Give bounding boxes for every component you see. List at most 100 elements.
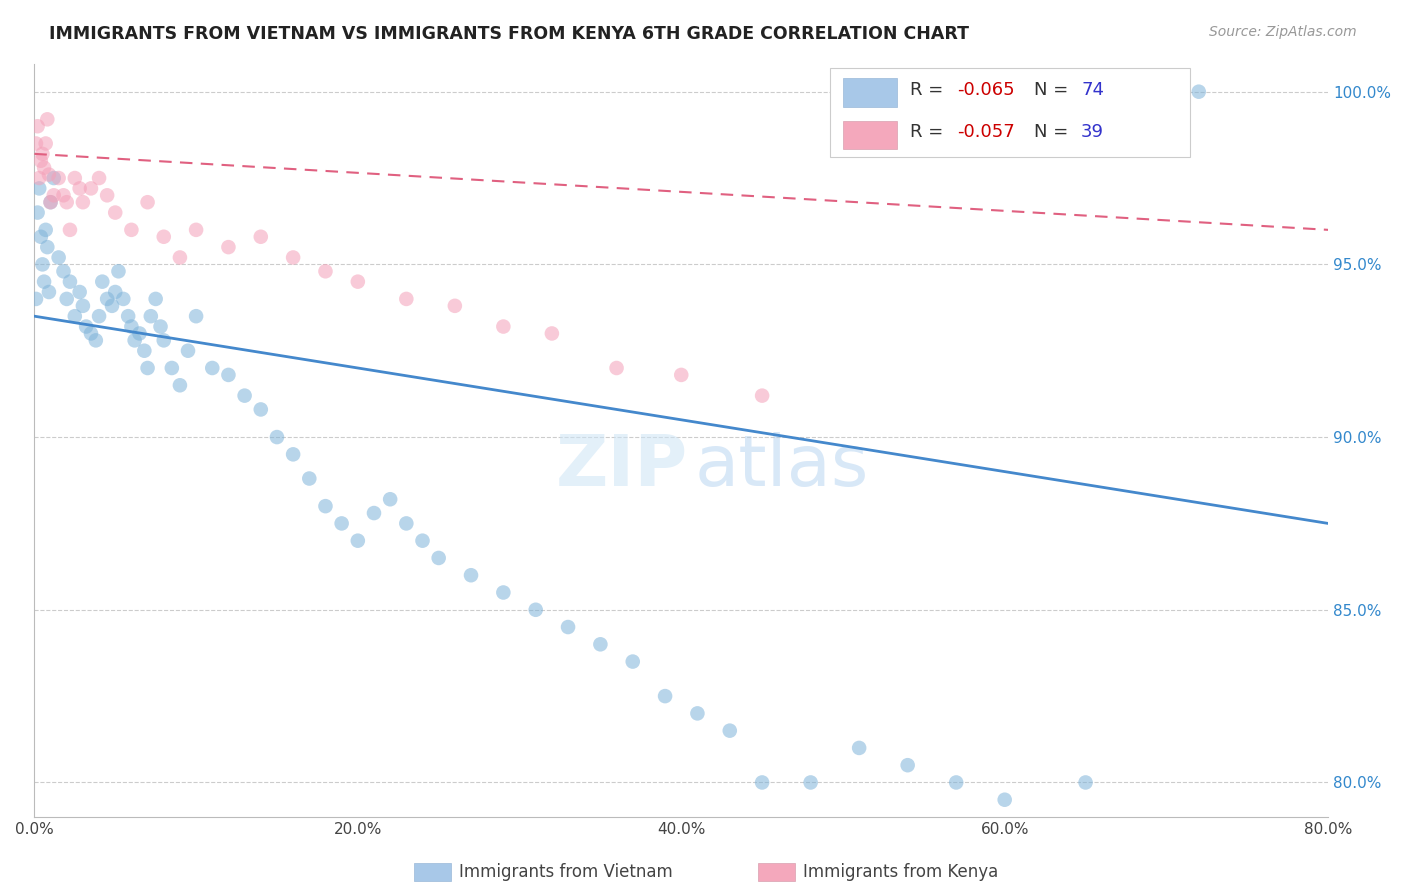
Text: Source: ZipAtlas.com: Source: ZipAtlas.com [1209, 25, 1357, 39]
Point [35, 223, 58, 237]
Point [38, 285, 60, 299]
Point [233, 389, 256, 403]
Point [25, 136, 48, 151]
Text: atlas: atlas [695, 433, 869, 501]
Text: R =: R = [910, 81, 949, 99]
Point [87, 309, 110, 323]
Point [31, 257, 53, 271]
Point [751, 775, 773, 789]
Point [42, 171, 65, 186]
Point [330, 516, 353, 531]
Point [72, 195, 94, 210]
Point [378, 492, 401, 507]
Point [72, 299, 94, 313]
Point [654, 689, 676, 703]
Point [128, 326, 150, 341]
Point [31, 146, 53, 161]
Point [848, 740, 870, 755]
Point [38, 168, 60, 182]
Point [87, 171, 110, 186]
Point [55, 195, 77, 210]
Point [671, 368, 693, 382]
Point [266, 430, 288, 444]
Point [395, 292, 418, 306]
Point [37, 240, 59, 254]
Point [28, 171, 51, 186]
Point [149, 319, 172, 334]
Point [112, 292, 135, 306]
Point [363, 506, 385, 520]
Point [52, 188, 75, 202]
Text: R =: R = [910, 123, 949, 141]
Point [945, 775, 967, 789]
Point [39, 195, 62, 210]
Point [80, 326, 103, 341]
Point [184, 223, 207, 237]
Point [145, 292, 167, 306]
Point [136, 361, 159, 376]
Point [139, 309, 162, 323]
Point [25, 292, 48, 306]
Point [27, 120, 49, 134]
Text: Immigrants from Vietnam: Immigrants from Vietnam [458, 863, 672, 881]
Text: N =: N = [1035, 123, 1074, 141]
Point [101, 299, 124, 313]
Point [69, 181, 91, 195]
Point [751, 389, 773, 403]
Point [427, 551, 450, 566]
Text: N =: N = [1035, 81, 1074, 99]
Point [63, 171, 86, 186]
Point [606, 361, 628, 376]
Point [152, 334, 174, 348]
Point [136, 195, 159, 210]
FancyBboxPatch shape [844, 120, 897, 149]
Point [184, 309, 207, 323]
Point [84, 334, 107, 348]
Point [107, 264, 129, 278]
Point [346, 533, 368, 548]
Point [412, 533, 434, 548]
Point [39, 195, 62, 210]
Point [492, 585, 515, 599]
Point [800, 775, 823, 789]
Text: Immigrants from Kenya: Immigrants from Kenya [803, 863, 998, 881]
Point [541, 326, 564, 341]
Point [91, 275, 114, 289]
Point [169, 378, 191, 392]
Point [59, 275, 82, 289]
Point [117, 309, 139, 323]
Point [1074, 775, 1097, 789]
Point [314, 499, 336, 513]
Point [217, 368, 239, 382]
Point [104, 205, 127, 219]
Point [96, 188, 118, 202]
FancyBboxPatch shape [830, 68, 1189, 157]
FancyBboxPatch shape [844, 78, 897, 107]
Point [395, 516, 418, 531]
Point [48, 171, 70, 186]
Point [75, 319, 97, 334]
Point [152, 229, 174, 244]
Point [37, 112, 59, 127]
Text: IMMIGRANTS FROM VIETNAM VS IMMIGRANTS FROM KENYA 6TH GRADE CORRELATION CHART: IMMIGRANTS FROM VIETNAM VS IMMIGRANTS FR… [49, 25, 969, 43]
Point [32, 275, 55, 289]
Point [80, 181, 103, 195]
Point [201, 361, 224, 376]
Text: 39: 39 [1081, 123, 1104, 141]
Point [281, 251, 304, 265]
Point [27, 205, 49, 219]
Point [460, 568, 482, 582]
Point [524, 603, 547, 617]
Point [314, 264, 336, 278]
Point [621, 655, 644, 669]
Point [298, 471, 321, 485]
Point [42, 188, 65, 202]
Point [96, 292, 118, 306]
Point [492, 319, 515, 334]
Point [104, 285, 127, 299]
Point [30, 153, 52, 168]
Point [32, 161, 55, 175]
Point [217, 240, 239, 254]
Point [124, 334, 146, 348]
Point [249, 402, 271, 417]
